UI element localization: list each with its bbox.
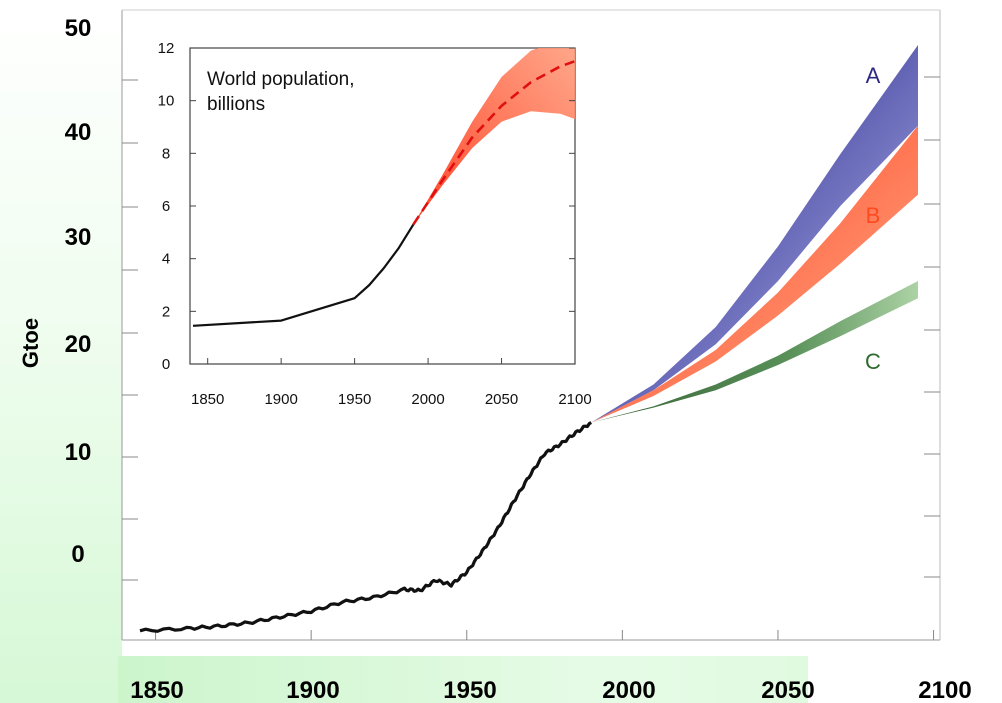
inset-x-tick-label: 2050 <box>485 391 518 408</box>
y-tick-label: 30 <box>65 224 92 251</box>
main-axis-ticks <box>122 76 940 640</box>
population-historical-line <box>192 223 415 327</box>
inset-title-line-2: billions <box>207 94 265 115</box>
inset-y-tick-label: 6 <box>162 198 170 215</box>
x-tick-label: 1900 <box>286 677 339 703</box>
x-axis-labels: 1850 1900 1950 2000 2050 2100 <box>130 677 971 703</box>
inset-y-tick-label: 12 <box>158 40 175 57</box>
inset-x-tick-label: 2100 <box>558 391 591 408</box>
background-panel-left <box>0 0 122 703</box>
inset-y-tick-label: 2 <box>162 303 170 320</box>
historical-energy-line <box>139 421 593 633</box>
y-tick-label: 10 <box>65 439 92 466</box>
scenario-label-a: A <box>866 63 881 88</box>
inset-y-tick-label: 10 <box>158 93 175 110</box>
historical-line <box>139 421 593 633</box>
scenario-label-c: C <box>865 349 881 374</box>
y-tick-label: 40 <box>65 119 92 146</box>
inset-x-tick-label: 1850 <box>191 391 224 408</box>
scenario-labels: A B C <box>865 63 881 374</box>
x-tick-label: 2050 <box>761 677 814 703</box>
y-tick-label: 0 <box>71 541 84 568</box>
inset-x-tick-label: 1900 <box>264 391 297 408</box>
inset-plot-area <box>192 48 575 327</box>
population-median-line <box>412 59 575 226</box>
main-plot-frame <box>121 9 941 641</box>
inset-y-tick-label: 4 <box>162 251 170 268</box>
inset-x-tick-label: 2000 <box>411 391 444 408</box>
x-tick-label: 2100 <box>918 677 971 703</box>
y-tick-label: 20 <box>65 331 92 358</box>
x-tick-label: 2000 <box>602 677 655 703</box>
inset-axis-ticks: 0 2 4 6 8 10 12 1850 1900 1950 2000 2050 2100 <box>158 40 592 408</box>
y-axis-labels: 0 10 20 30 40 50 <box>65 15 92 568</box>
background-panel-bottom <box>118 656 808 703</box>
population-inset: 0 2 4 6 8 10 12 1850 1900 1950 2000 2050 2100 World … <box>158 40 592 408</box>
inset-y-tick-label: 0 <box>162 356 170 373</box>
y-tick-label: 50 <box>65 15 92 42</box>
scenario-label-b: B <box>866 203 881 228</box>
y-axis-title: Gtoe <box>18 318 43 368</box>
inset-x-tick-label: 1950 <box>338 391 371 408</box>
inset-title-line-1: World population, <box>207 69 355 90</box>
x-tick-label: 1950 <box>443 677 496 703</box>
population-projection-band <box>413 48 575 225</box>
x-tick-label: 1850 <box>130 677 183 703</box>
inset-y-tick-label: 8 <box>162 145 170 162</box>
